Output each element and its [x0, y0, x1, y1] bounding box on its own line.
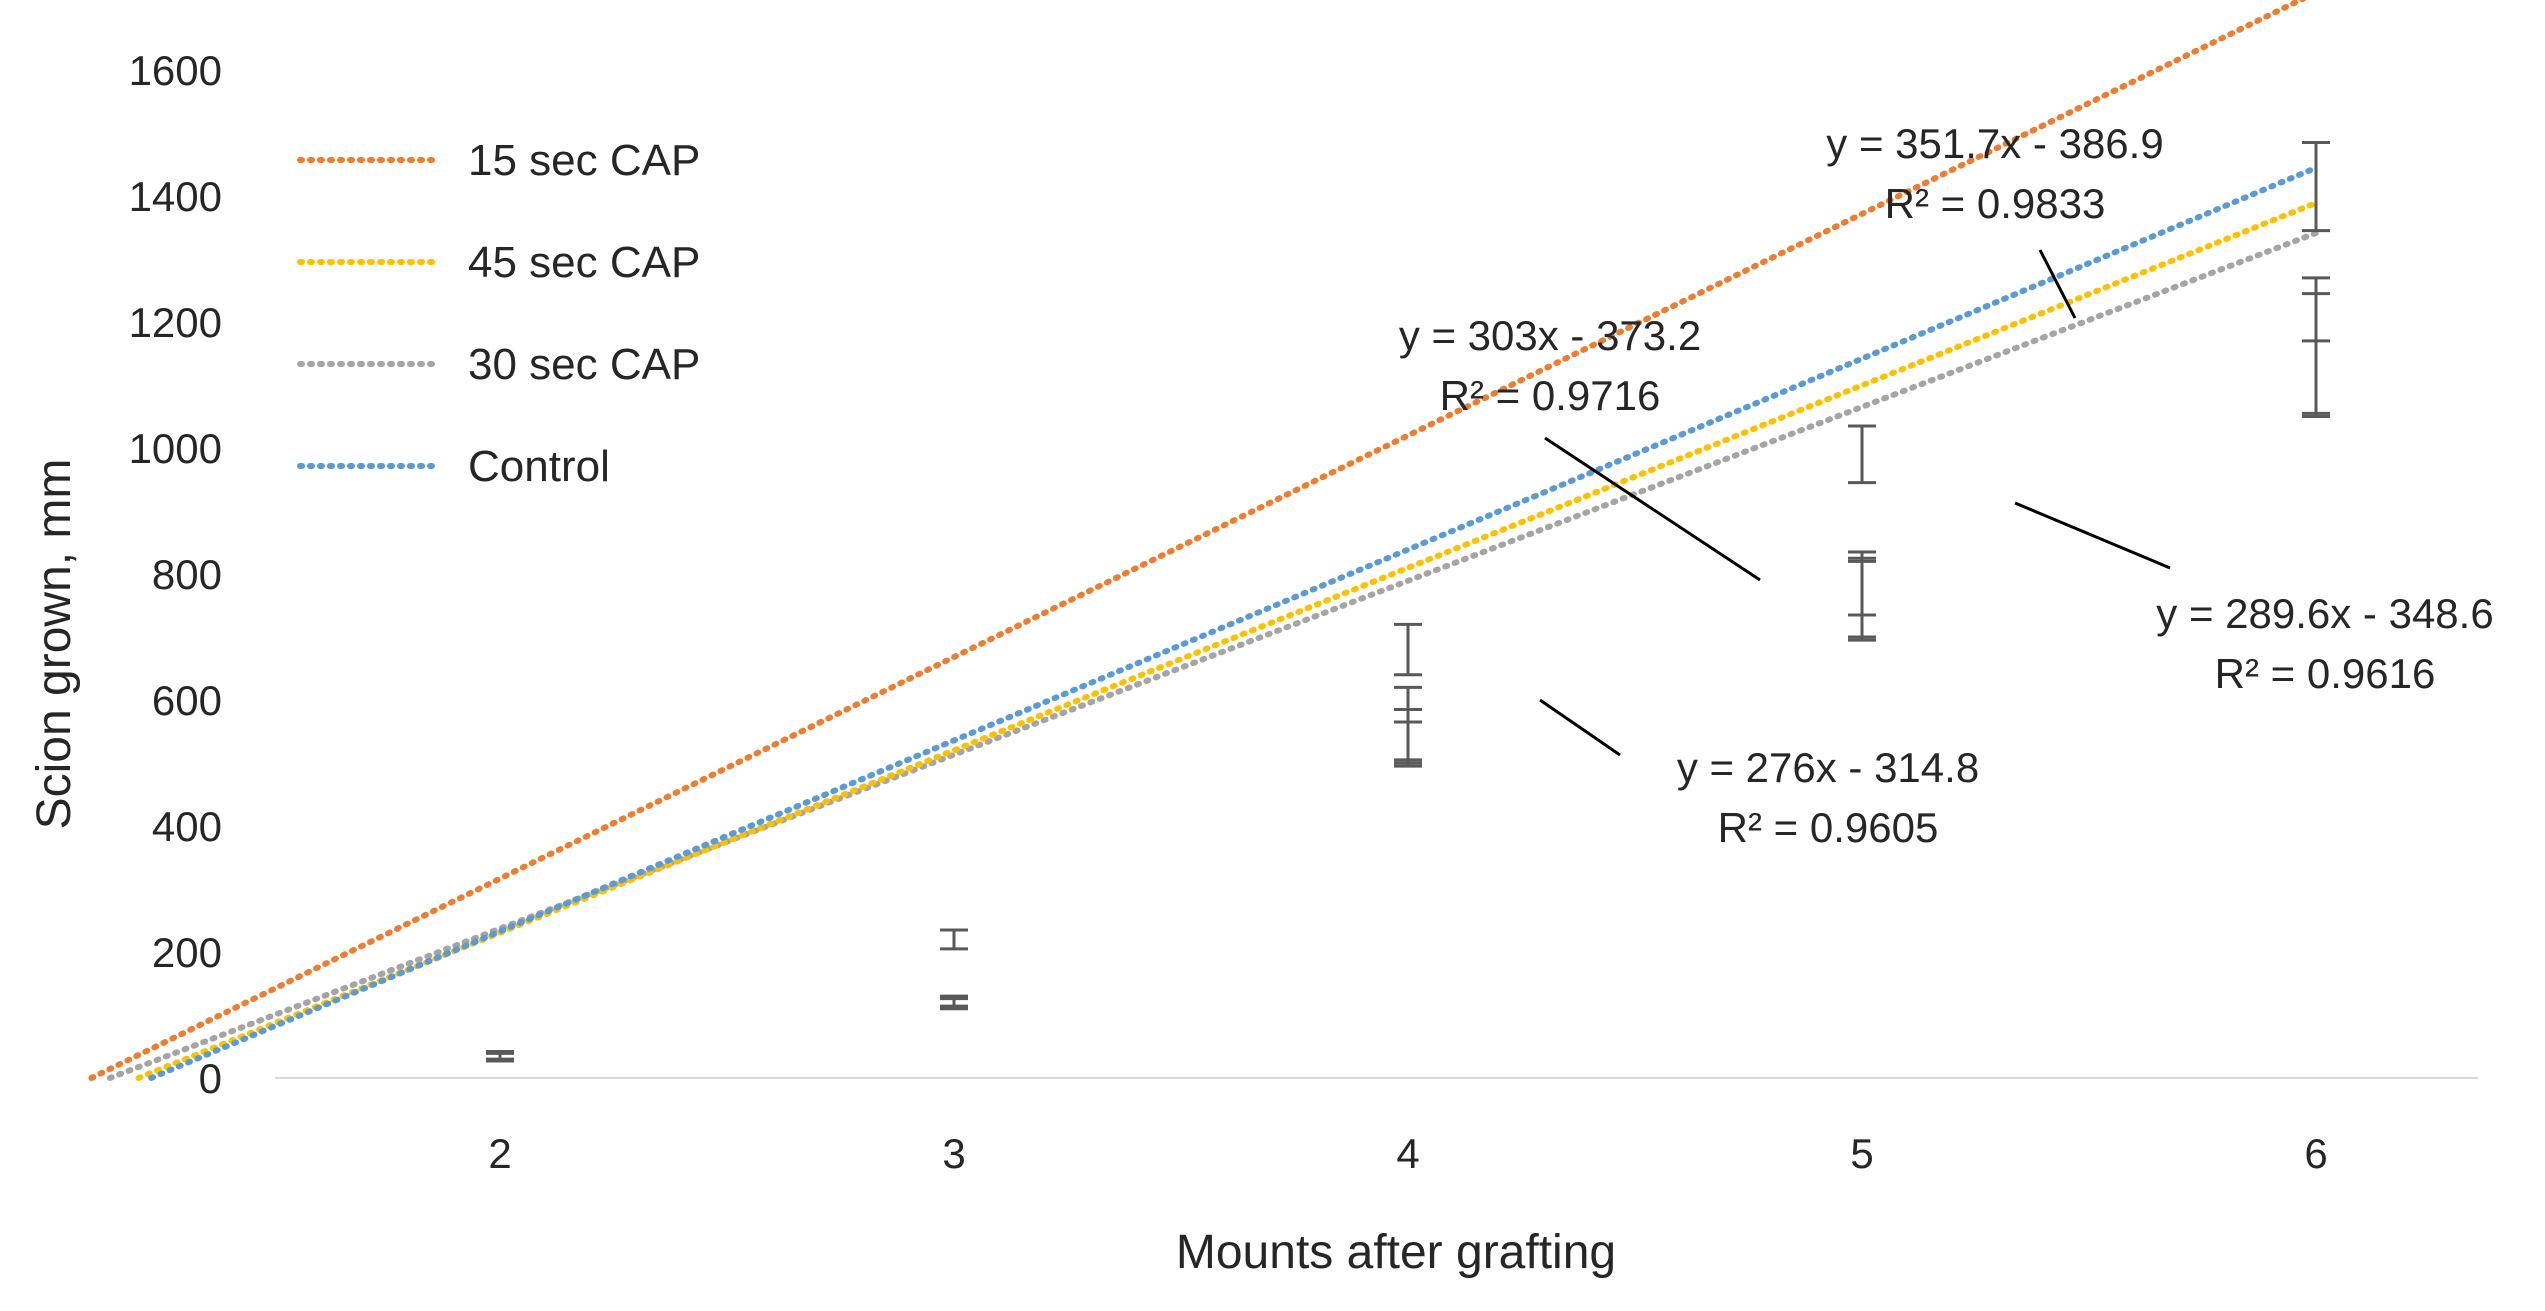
- callout-leader-line: [1539, 698, 1621, 757]
- legend-label: 30 sec CAP: [468, 340, 700, 389]
- trendline-30-sec-cap: [106, 230, 2319, 1081]
- x-tick-label: 5: [1850, 1130, 1873, 1177]
- legend-label: 15 sec CAP: [468, 136, 700, 185]
- trendlines: [88, 0, 2319, 1081]
- r-squared-30-sec-cap: R² = 0.9605: [1718, 804, 1939, 851]
- legend: 15 sec CAP 45 sec CAP 30 sec CAP Control: [297, 136, 700, 491]
- y-tick-label: 800: [152, 551, 222, 598]
- r-squared-control: R² = 0.9716: [1440, 372, 1661, 419]
- trendline-equation-45-sec-cap: y = 289.6x - 348.6: [2156, 590, 2493, 637]
- x-tick-label: 6: [2304, 1130, 2327, 1177]
- trendline-15-sec-cap: [88, 0, 2308, 1081]
- equation-callouts: y = 351.7x - 386.9 R² = 0.9833 y = 303x - …: [1399, 120, 2494, 851]
- callout-leader-line: [2038, 249, 2077, 319]
- x-tick-label: 4: [1396, 1130, 1419, 1177]
- error-bars: [486, 140, 2330, 1063]
- y-tick-label: 200: [152, 929, 222, 976]
- legend-label: Control: [468, 442, 610, 491]
- y-tick-label: 600: [152, 677, 222, 724]
- x-tick-label: 3: [942, 1130, 965, 1177]
- trendline-equation-30-sec-cap: y = 276x - 314.8: [1677, 744, 1979, 791]
- y-tick-label: 1000: [129, 425, 222, 472]
- y-tick-label: 1400: [129, 173, 222, 220]
- trendline-control: [148, 164, 2319, 1081]
- callout-leader-line: [1544, 436, 1761, 582]
- y-tick-label: 1600: [129, 47, 222, 94]
- r-squared-45-sec-cap: R² = 0.9616: [2215, 650, 2436, 697]
- y-tick-label: 400: [152, 803, 222, 850]
- x-axis-ticks: 2 3 4 5 6: [488, 1130, 2327, 1177]
- y-axis-ticks: 0 200 400 600 800 1000 1200 1400 1600: [129, 47, 222, 1102]
- x-axis-title: Mounts after grafting: [1176, 1226, 1616, 1279]
- trendline-equation-control: y = 303x - 373.2: [1399, 312, 1701, 359]
- legend-label: 45 sec CAP: [468, 238, 700, 287]
- y-tick-label: 1200: [129, 299, 222, 346]
- callout-leader-line: [2014, 501, 2171, 570]
- x-tick-label: 2: [488, 1130, 511, 1177]
- y-tick-label: 0: [199, 1055, 222, 1102]
- y-axis-title: Scion grown, mm: [28, 459, 81, 830]
- trendline-equation-15-sec-cap: y = 351.7x - 386.9: [1826, 120, 2163, 167]
- r-squared-15-sec-cap: R² = 0.9833: [1885, 180, 2106, 227]
